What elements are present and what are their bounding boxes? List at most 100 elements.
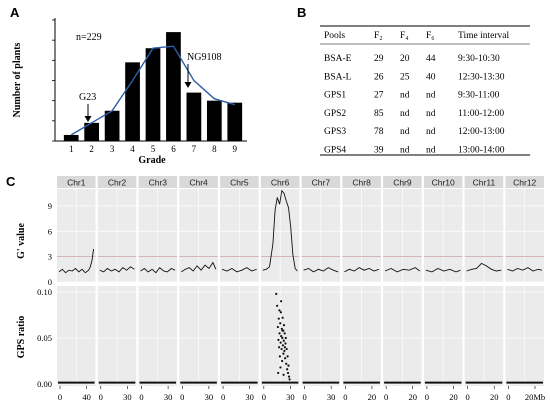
table-cell: GPS1	[324, 91, 346, 101]
table-cell: 40	[426, 72, 436, 82]
table-cell: nd	[400, 91, 410, 101]
bar	[166, 32, 181, 141]
gps-point	[279, 322, 282, 325]
x-tick-label: 4	[130, 144, 135, 154]
gps-point	[280, 335, 283, 338]
x-tick-label: 30	[205, 392, 214, 402]
table-cell: GPS4	[324, 146, 346, 156]
g-value-line	[425, 267, 461, 273]
arrow-g23-head	[84, 116, 92, 122]
x-tick-labels: 1 2 3 4 5 6 7 8 9	[69, 144, 238, 154]
table-cell: BSA-E	[324, 54, 352, 64]
gps-point	[286, 368, 289, 371]
x-tick-label: 30	[245, 392, 254, 402]
gps-point	[276, 325, 279, 329]
gps-point	[286, 355, 289, 358]
bar	[104, 110, 120, 141]
facet-strip-label: Chr3	[149, 178, 168, 188]
x-tick-label: 7	[192, 144, 197, 154]
facet-strip-label: Chr6	[271, 178, 290, 188]
table-row: BSA-L 26 25 40 12:30-13:30	[324, 72, 505, 82]
panel-c-x-tick-labels: 0 40 0 30 0 30 0 30 0 30 0 30 0 30 0 20 0 20 0 20 0 20 0 20Mb	[58, 392, 545, 402]
gps-point	[282, 324, 286, 327]
gps-point	[283, 349, 286, 352]
facet-strip-label: Chr1	[67, 178, 86, 188]
gps-point	[278, 346, 281, 349]
arrow-label-g23: G23	[79, 92, 96, 103]
table-header-cell: F₂	[374, 31, 383, 41]
facet-strip-label: Chr5	[230, 178, 249, 188]
table-cell: nd	[426, 146, 436, 156]
facet-chr9: Chr9	[383, 176, 422, 389]
table-cell: 78	[374, 127, 384, 137]
g-value-line	[181, 261, 217, 273]
facet-chr12: Chr12	[505, 176, 544, 389]
g-value-line	[303, 267, 339, 273]
facet-strip	[260, 176, 300, 188]
gps-point	[277, 317, 280, 320]
table-header-cell: Pools	[324, 31, 345, 41]
gps-point	[283, 332, 286, 335]
gps-point	[279, 341, 282, 344]
facet-strip	[220, 176, 259, 188]
bar	[84, 122, 100, 141]
bar	[206, 100, 222, 141]
table-cell: 9:30-10:30	[458, 54, 500, 64]
bar	[145, 48, 161, 141]
facet-strip	[505, 176, 544, 188]
table-cell: 25	[400, 72, 410, 82]
table-cell: 13:00-14:00	[458, 146, 505, 156]
panel-c-y-tick-labels: 0 3 6 9 0.00 0.05 0.10	[37, 201, 52, 389]
table-header-cell: F₆	[426, 31, 435, 41]
facet-strip-label: Chr11	[473, 178, 496, 188]
gps-point	[284, 342, 287, 345]
panel-b: B Pools F₂ F₄ F₆ Time interval BSA-E 29 20…	[297, 5, 530, 156]
y-axis-title: Number of plants	[12, 42, 23, 117]
table-cell: 29	[374, 54, 384, 64]
table-row: GPS3 78 nd nd 12:00-13:00	[324, 127, 505, 137]
facet-chr4: Chr4	[179, 176, 218, 389]
facet-strip-label: Chr8	[352, 178, 371, 188]
x-tick-label: 0	[425, 392, 429, 402]
gps-point	[280, 327, 283, 330]
gps-point	[282, 352, 285, 355]
table-cell: 12:00-13:00	[458, 127, 505, 137]
chromosome-facets: Chr1 Chr2 Chr3 Chr4 Chr5 Chr6 Chr7 Chr8 Chr9 Chr1…	[57, 176, 544, 389]
table-cell: GPS3	[324, 127, 346, 137]
x-tick-label: 0	[139, 392, 143, 402]
gps-point	[278, 332, 281, 335]
x-tick-label: 0	[180, 392, 184, 402]
gps-point	[284, 357, 287, 360]
panel-a-letter: A	[10, 5, 20, 20]
g-value-tick-label: 0	[48, 277, 52, 287]
x-tick-label: 0	[506, 392, 510, 402]
gps-ratio-tick-label: 0.10	[37, 287, 52, 297]
gps-point	[281, 316, 284, 319]
x-tick-label: 0	[466, 392, 470, 402]
facet-strip	[57, 176, 96, 188]
table-row: GPS4 39 nd nd 13:00-14:00	[324, 146, 505, 156]
facet-chr10: Chr10	[423, 176, 463, 389]
facet-chr1: Chr1	[57, 176, 96, 389]
g-value-line	[58, 248, 95, 274]
facet-chr3: Chr3	[138, 176, 178, 389]
y-tick-labels	[52, 19, 55, 142]
table-cell: 20	[400, 54, 410, 64]
facet-chr5: Chr5	[220, 176, 259, 389]
x-tick-label: 0	[384, 392, 388, 402]
gps-point	[277, 338, 280, 341]
x-tick-label: 0	[262, 392, 266, 402]
gps-point	[279, 366, 282, 369]
x-axis-title: Grade	[138, 155, 166, 166]
g-value-line	[221, 267, 257, 273]
gps-point	[281, 344, 285, 347]
table-cell: 85	[374, 109, 384, 119]
facet-chr8: Chr8	[342, 176, 381, 389]
g-value-tick-label: 9	[48, 201, 52, 211]
panel-a: A 1 2 3 4 5 6 7 8 9 Number of plants Grade n=229…	[10, 5, 247, 166]
x-tick-label: 2	[89, 144, 94, 154]
x-tick-label: 0	[343, 392, 347, 402]
x-tick-label: 9	[233, 144, 238, 154]
table-cell: BSA-L	[324, 72, 352, 82]
